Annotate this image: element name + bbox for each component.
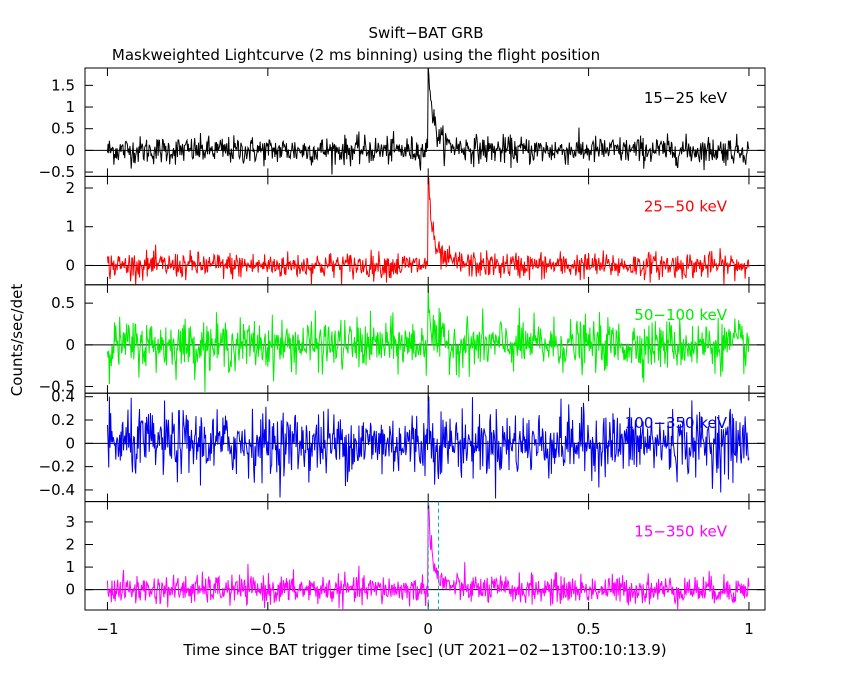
x-tick-label: −1	[96, 620, 118, 638]
series-line	[106, 284, 750, 392]
x-tick-label: 0	[423, 620, 433, 638]
y-tick-label: 0	[65, 434, 75, 452]
y-tick-label: 1	[65, 558, 75, 576]
chart-title: Swift−BAT GRB	[368, 24, 483, 42]
panel-frame	[84, 67, 766, 177]
x-tick-label: 0.5	[577, 620, 601, 638]
y-axis-label: Counts/sec/det	[8, 284, 26, 397]
panel-2: 0 1 2 25−50 keV	[65, 175, 766, 286]
panels-group: −0.5 0 0.5 1 1.5 15−25 keV 0 1 2 25−50 keV −0.5 0 0.…	[39, 67, 766, 611]
y-tick-label: 0.2	[51, 411, 75, 429]
panel-1: −0.5 0 0.5 1 1.5 15−25 keV	[39, 67, 766, 181]
series-line	[106, 395, 750, 499]
panel-energy-label: 15−25 keV	[644, 89, 728, 107]
y-tick-label: −0.5	[39, 378, 75, 396]
chart-subtitle: Maskweighted Lightcurve (2 ms binning) u…	[112, 46, 600, 64]
panel-energy-label: 100−350 keV	[625, 414, 728, 432]
y-tick-label: −0.2	[39, 458, 75, 476]
x-axis-label: Time since BAT trigger time [sec] (UT 20…	[182, 641, 666, 659]
series-line	[106, 67, 750, 175]
series-line	[106, 176, 750, 285]
y-tick-label: 0	[65, 256, 75, 274]
y-tick-label: 1.5	[51, 76, 75, 94]
y-tick-label: −0.5	[39, 163, 75, 181]
x-tick-label: −0.5	[250, 620, 286, 638]
y-tick-label: 0	[65, 141, 75, 159]
panel-frame	[84, 501, 766, 611]
y-tick-label: 2	[65, 179, 75, 197]
panel-4: −0.4 −0.2 0 0.2 0.4 100−350 keV	[39, 388, 766, 503]
panel-energy-label: 15−350 keV	[634, 523, 727, 541]
y-tick-label: 3	[65, 513, 75, 531]
y-tick-label: 0	[65, 581, 75, 599]
y-tick-label: 1	[65, 98, 75, 116]
x-axis: −1 −0.5 0 0.5 1	[96, 620, 753, 638]
panel-3: −0.5 0 0.5 50−100 keV	[39, 284, 766, 396]
y-tick-label: −0.4	[39, 481, 75, 499]
panel-energy-label: 50−100 keV	[634, 306, 727, 324]
y-tick-label: 2	[65, 536, 75, 554]
panel-5: 0 1 2 3 15−350 keV	[65, 501, 766, 611]
y-tick-label: 0.4	[51, 388, 75, 406]
panel-energy-label: 25−50 keV	[644, 197, 728, 215]
y-tick-label: 0	[65, 336, 75, 354]
y-tick-label: 0.5	[51, 294, 75, 312]
x-tick-label: 1	[744, 620, 754, 638]
y-tick-label: 1	[65, 218, 75, 236]
y-tick-label: 0.5	[51, 120, 75, 138]
